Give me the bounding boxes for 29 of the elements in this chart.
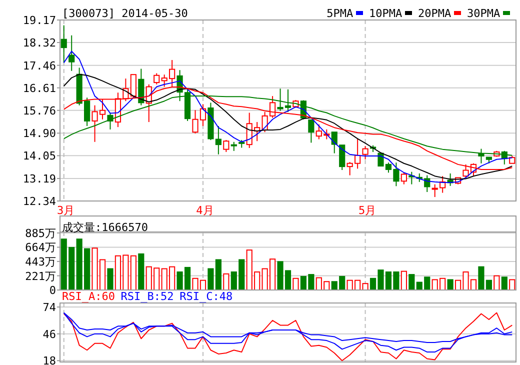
y-tick-label: 12.34 [22, 195, 56, 208]
y-tick-label: 664万 [25, 241, 56, 254]
y-tick-label: 14.90 [22, 127, 56, 140]
y-tick-label: 17.46 [22, 59, 56, 72]
y-tick-label: 14.05 [22, 150, 56, 163]
chart-title: [300073] 2014-05-30 [62, 7, 188, 20]
x-tick-label: 5月 [358, 204, 376, 217]
y-tick-label: 221万 [25, 270, 56, 283]
text: RSI_C:48 [180, 290, 233, 303]
y-tick-label: 18.32 [22, 36, 56, 50]
chart-title: 成交量:1666570 [62, 221, 148, 234]
y-tick-label: 46 [42, 328, 56, 341]
legend-label: 30PMA [467, 7, 500, 20]
y-tick-label: 443万 [25, 255, 56, 268]
y-tick-label: 74 [42, 301, 56, 314]
y-tick-label: 18 [42, 354, 56, 365]
y-tick-label: 15.76 [22, 104, 56, 118]
y-tick-label: 885万 [25, 226, 56, 240]
y-tick-label: 13.19 [22, 172, 56, 186]
legend-label: 20PMA [418, 7, 452, 20]
x-tick-label: 4月 [196, 204, 214, 217]
x-tick-label: 3月 [57, 204, 75, 217]
y-tick-label: 19.17 [22, 14, 56, 27]
y-tick-label: 16.61 [22, 82, 56, 95]
series-label: RSI_A:60 [62, 290, 115, 303]
legend-label: 5PMA [326, 7, 354, 20]
text: RSI_B:52 [120, 290, 174, 303]
legend-label: 10PMA [369, 7, 402, 20]
y-tick-label: 0 [49, 284, 56, 297]
